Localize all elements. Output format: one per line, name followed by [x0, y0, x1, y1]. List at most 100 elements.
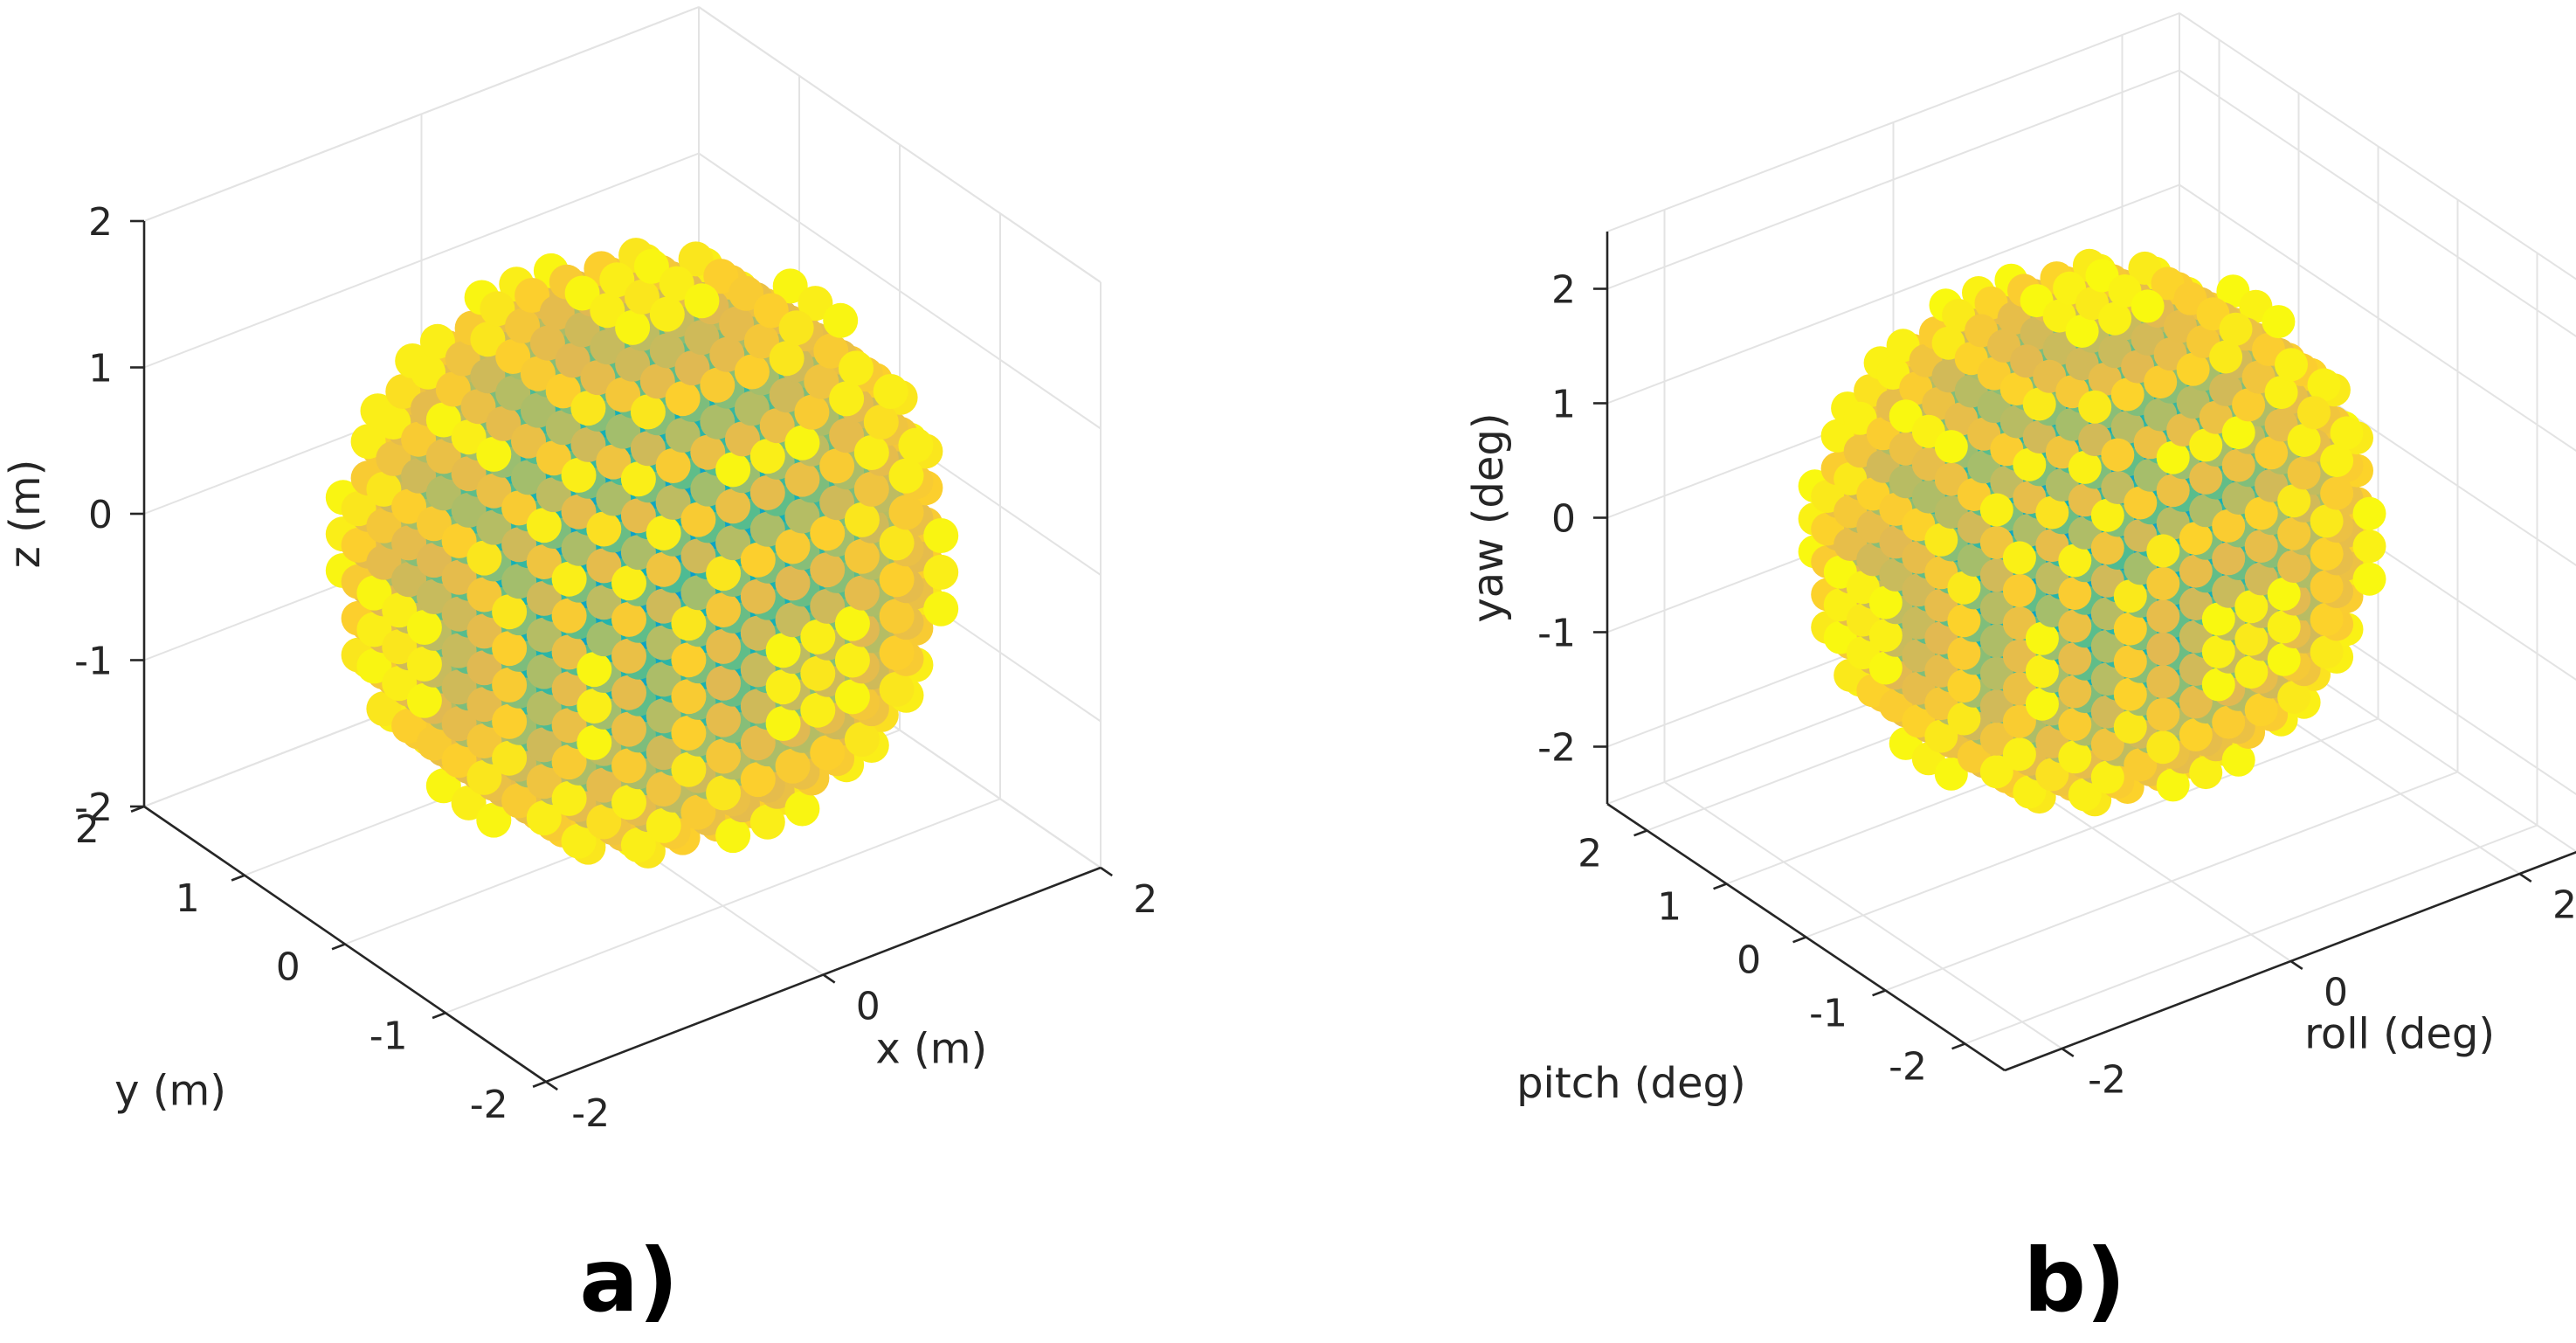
panel-b-point: [2201, 668, 2235, 702]
panel-a-point: [719, 306, 755, 342]
panel-a-point: [466, 759, 502, 795]
panel-a-point: [551, 780, 587, 816]
panel-a-point: [611, 675, 646, 710]
panel-b-point: [2212, 509, 2246, 543]
panel-b-point: [1947, 604, 1981, 638]
panel-a-point: [466, 687, 502, 723]
panel-a-point: [451, 419, 487, 455]
panel-a-point: [401, 421, 437, 457]
panel-a-point: [416, 725, 452, 761]
panel-a-point: [486, 405, 521, 441]
panel-a-point: [590, 329, 625, 365]
panel-a-point: [834, 679, 870, 715]
panel-a-z-gridline: [143, 6, 700, 222]
panel-a-point: [476, 473, 512, 509]
panel-b-point: [2113, 579, 2147, 613]
panel-a-point: [879, 599, 915, 634]
panel-a-point: [740, 542, 776, 578]
panel-a-point: [366, 691, 402, 727]
panel-a-point: [441, 743, 477, 779]
panel-a-point: [734, 391, 770, 426]
panel-b-point: [2189, 460, 2223, 495]
panel-a-y-tick: [231, 874, 245, 882]
panel-b-point: [2090, 728, 2124, 761]
panel-b-point: [2068, 778, 2102, 812]
panel-a-point: [441, 669, 477, 705]
panel-a-point: [526, 654, 562, 689]
panel-a-point: [476, 802, 512, 838]
panel-b-point: [2058, 609, 2092, 643]
panel-b-point: [2146, 730, 2180, 765]
panel-a-y-tick: [432, 1012, 446, 1020]
panel-a-point: [923, 518, 959, 553]
panel-b-point: [2002, 541, 2036, 575]
panel-b-point: [2124, 486, 2158, 520]
panel-b-point: [2124, 748, 2158, 782]
panel-a-point: [784, 791, 820, 827]
panel-b-z-axis-label: yaw (deg): [1464, 412, 1513, 622]
panel-a-point: [596, 481, 632, 516]
panel-b-y-tick: [1792, 936, 1806, 944]
panel-b-point: [1947, 702, 1981, 736]
panel-b-point: [2221, 743, 2255, 777]
panel-a-point: [561, 494, 597, 530]
panel-a-point: [844, 502, 880, 537]
panel-a-point: [551, 561, 587, 597]
panel-a-point: [605, 413, 641, 449]
panel-a-point: [366, 508, 402, 543]
panel-a-point: [749, 511, 785, 547]
panel-a-point: [492, 594, 528, 630]
panel-b-z-tick-label: -1: [1537, 612, 1576, 656]
panel-b-point: [2255, 436, 2289, 470]
panel-a-point: [466, 577, 502, 613]
panel-a-point: [356, 648, 392, 684]
panel-a-point: [680, 794, 716, 830]
panel-b-point: [2287, 456, 2321, 490]
panel-b-point: [2219, 312, 2253, 346]
panel-a-point: [520, 356, 556, 391]
panel-b-point: [2201, 602, 2235, 636]
panel-a-point: [690, 434, 726, 470]
panel-a-point: [382, 592, 418, 628]
panel-a-point: [535, 440, 571, 476]
panel-a-point: [684, 320, 720, 356]
panel-a-point: [466, 613, 502, 649]
panel-b-point: [2113, 710, 2147, 744]
panel-a-z-axis-label: z (m): [1, 460, 50, 569]
panel-a-point: [382, 629, 418, 665]
panel-a-point: [545, 410, 581, 446]
panel-a-point: [470, 358, 506, 394]
panel-a-point: [441, 633, 477, 668]
panel-b-point: [2277, 550, 2311, 584]
panel-a-z-tick-label: 1: [88, 347, 113, 391]
panel-a-point: [813, 333, 849, 369]
panel-a-point: [366, 544, 402, 580]
panel-b-point: [2146, 534, 2180, 568]
panel-a-point: [466, 540, 502, 576]
panel-a-x-tick-label: 0: [856, 985, 881, 1029]
panel-a-point: [646, 551, 681, 587]
panel-a-point: [406, 682, 442, 718]
panel-b-point: [2189, 428, 2223, 462]
panel-b-point: [2277, 484, 2311, 518]
panel-a-point: [526, 580, 562, 616]
panel-a-point: [526, 800, 562, 836]
panel-a-y-axis-label: y (m): [114, 1067, 226, 1116]
panel-a-point: [577, 652, 612, 688]
panel-a-point: [784, 461, 820, 497]
panel-a-point: [425, 475, 461, 511]
panel-b-point: [2025, 654, 2059, 689]
panel-a-point: [470, 322, 506, 357]
panel-a-point: [706, 665, 742, 701]
panel-a-point: [580, 360, 616, 396]
panel-b-x-tick-label: 2: [2552, 883, 2576, 928]
panel-b-point: [2264, 376, 2298, 410]
panel-a-point: [743, 323, 779, 359]
panel-a-point: [611, 711, 646, 747]
panel-b-point: [2144, 365, 2178, 399]
panel-a-point: [596, 444, 632, 480]
panel-a-point: [492, 631, 528, 667]
panel-a-point: [590, 293, 625, 329]
